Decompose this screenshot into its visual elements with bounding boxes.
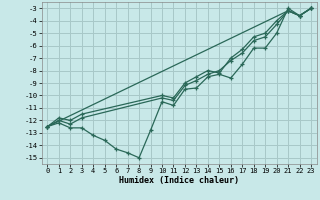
X-axis label: Humidex (Indice chaleur): Humidex (Indice chaleur) bbox=[119, 176, 239, 185]
